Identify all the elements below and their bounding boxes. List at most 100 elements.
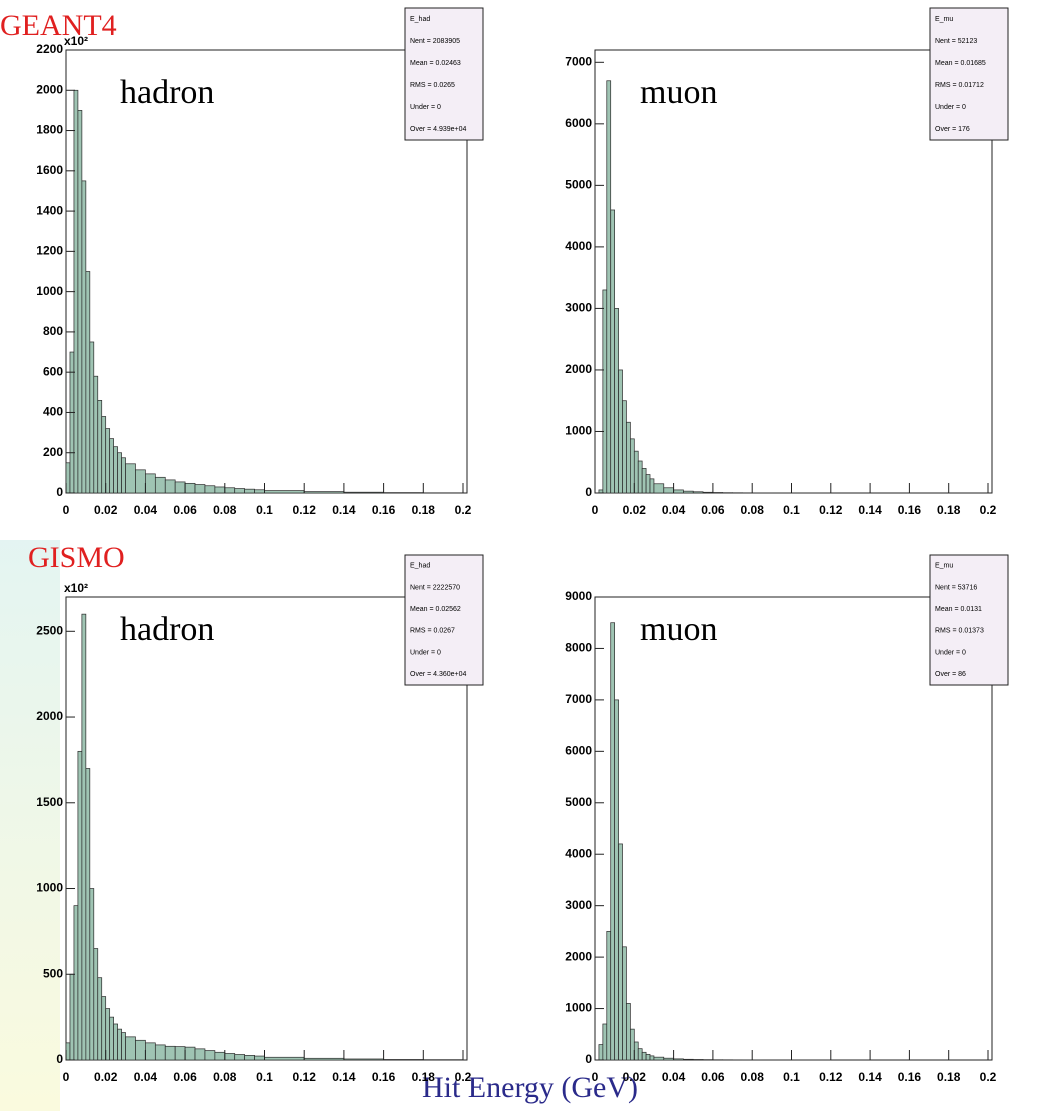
histogram-bar [93,375,99,494]
y-tick-label: 1000 [36,284,63,298]
y-multiplier: x10² [64,34,88,48]
histogram-bar [343,491,384,494]
histogram-bar [683,1058,694,1061]
histogram-bar [254,1055,265,1061]
y-tick-label: 8000 [565,641,592,655]
y-tick-label: 7000 [565,54,592,68]
histogram-bar [653,1056,665,1061]
histogram-bar [224,487,236,494]
y-tick-label: 2200 [36,42,63,56]
plot-frame [594,49,993,494]
x-tick-label: 0.06 [701,503,725,517]
histogram-bar [204,485,216,494]
y-tick-label: 1000 [565,1001,592,1015]
histogram-bar [641,468,647,494]
histogram-bar [683,490,694,494]
plot-frame [594,596,993,1061]
stats-entry: Under = 0 [410,649,441,656]
x-tick-label: 0.14 [858,1070,882,1084]
histogram-bar [113,446,118,494]
histogram-bar [101,996,107,1061]
histogram-bar [614,308,619,494]
y-tick-label: 800 [43,324,63,338]
y-tick-label: 7000 [565,692,592,706]
group-label: GISMO [28,541,125,574]
histogram-bar [622,946,627,1061]
x-tick-label: 0.12 [293,1070,317,1084]
y-tick-label: 600 [43,364,63,378]
y-tick-label: 6000 [565,744,592,758]
x-tick-label: 0 [63,1070,70,1084]
stats-entry: E_mu [935,563,953,570]
histogram-bar [145,1042,156,1061]
histogram-bar [125,463,136,494]
histogram-bar [194,1048,206,1061]
histogram-bar [164,1045,176,1061]
histogram-bar [184,482,196,494]
y-tick-label: 0 [56,1052,63,1066]
y-tick-label: 1400 [36,203,63,217]
histogram-bar [105,1008,111,1061]
histogram-bar [649,1055,655,1061]
plot-frame [65,596,468,1061]
stats-entry: Mean = 0.02562 [410,606,461,613]
y-tick-label: 5000 [565,178,592,192]
stats-entry: Nent = 52123 [935,38,977,45]
histogram-bar [117,452,122,494]
y-tick-label: 2000 [36,709,63,723]
x-tick-label: 0.14 [332,1070,356,1084]
histogram-bar [81,180,87,494]
histogram-bar [602,289,608,494]
y-tick-label: 1500 [36,795,63,809]
histogram-bar [194,484,206,494]
histogram-bar [69,351,75,494]
x-tick-label: 0.12 [819,1070,843,1084]
histogram-bar [702,491,714,494]
histogram-bar [633,1041,639,1061]
histogram-bar [145,473,156,494]
x-tick-label: 0.18 [412,1070,436,1084]
x-tick-label: 0.06 [173,1070,197,1084]
x-tick-label: 0.14 [858,503,882,517]
histogram-bar [65,1042,71,1061]
y-tick-label: 1000 [565,424,592,438]
y-tick-label: 0 [585,1052,592,1066]
stats-entry: RMS = 0.01712 [935,82,984,89]
y-tick-label: 200 [43,445,63,459]
histogram-bar [663,1057,674,1061]
x-tick-label: 0.02 [623,503,647,517]
x-tick-label: 0.2 [455,1070,472,1084]
histogram-bar [343,1058,384,1061]
y-tick-label: 3000 [565,301,592,315]
histogram-bar [653,483,665,494]
histogram-bar [174,481,186,494]
histogram-bar [673,1058,684,1061]
histogram-bar [673,489,684,494]
x-tick-label: 0.18 [412,503,436,517]
stats-entry: RMS = 0.0267 [410,628,455,635]
histogram-bar [614,699,619,1061]
histogram-bar [606,931,612,1061]
x-tick-label: 0.06 [173,503,197,517]
histogram-bar [383,1059,424,1061]
x-tick-label: 0.08 [741,503,765,517]
y-tick-label: 1600 [36,163,63,177]
histogram-bar [602,1023,608,1061]
stats-entry: E_had [410,16,430,23]
histogram-bar [622,400,627,494]
panel-title: muon [640,74,717,111]
x-tick-label: 0.04 [662,503,686,517]
panel-title: hadron [120,74,214,111]
histogram-bar [101,416,107,494]
histogram-bar [244,488,255,494]
y-tick-label: 1200 [36,244,63,258]
histogram-bar [618,369,623,494]
y-tick-label: 6000 [565,116,592,130]
x-tick-label: 0.18 [937,1070,961,1084]
histogram-bar [630,1028,635,1061]
stats-entry: Under = 0 [935,649,966,656]
histogram-bar [164,479,176,494]
histogram-bar [69,973,75,1061]
y-tick-label: 0 [56,485,63,499]
